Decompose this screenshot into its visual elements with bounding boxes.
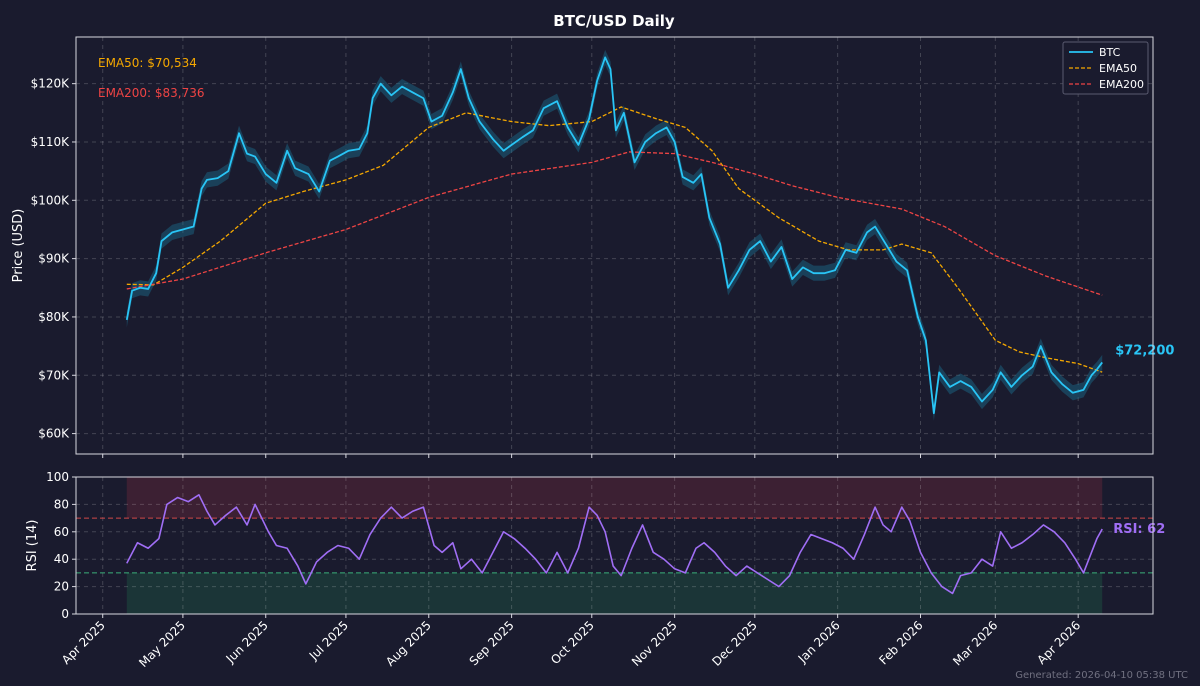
price-y-tick-label: $120K (31, 77, 71, 91)
price-y-tick-label: $60K (38, 427, 70, 441)
series-line-ema50 (126, 106, 1103, 373)
x-tick-label: Sep 2025 (467, 618, 517, 668)
rsi-y-tick-label: 0 (61, 607, 69, 621)
legend-label-btc: BTC (1099, 46, 1121, 59)
x-tick-label: Feb 2026 (876, 618, 925, 667)
ema50-annotation: EMA50: $70,534 (98, 56, 197, 70)
x-tick-label: Jul 2025 (306, 618, 351, 663)
series-line-rsi (126, 494, 1103, 595)
series-line-ema200 (126, 151, 1103, 296)
x-tick-label: Jan 2026 (795, 618, 843, 666)
x-tick-label: Aug 2025 (383, 618, 434, 669)
price-axes-frame (75, 36, 1154, 455)
x-tick-label: May 2025 (136, 618, 188, 670)
ema200-annotation: EMA200: $83,736 (98, 86, 205, 100)
x-tick-label: Apr 2025 (59, 618, 108, 667)
btc-volatility-band (126, 49, 1103, 421)
x-tick-label: Oct 2025 (548, 618, 597, 667)
chart-title: BTC/USD Daily (553, 12, 675, 30)
x-tick-label: Dec 2025 (709, 618, 760, 669)
series-line-btc (125, 56, 1103, 415)
legend-label-ema200: EMA200 (1099, 78, 1144, 91)
price-y-tick-label: $70K (38, 368, 70, 382)
x-tick-label: Apr 2026 (1034, 618, 1083, 667)
x-tick-label: Nov 2025 (629, 618, 680, 669)
price-y-tick-label: $110K (31, 135, 71, 149)
overbought-zone (126, 477, 1103, 519)
legend-label-ema50: EMA50 (1099, 62, 1137, 75)
rsi-y-tick-label: 60 (54, 525, 69, 539)
x-tick-label: Mar 2026 (950, 618, 1000, 668)
rsi-y-tick-label: 100 (46, 470, 69, 484)
oversold-zone (126, 572, 1103, 614)
price-y-tick-label: $80K (38, 310, 70, 324)
price-axis-title: Price (USD) (11, 209, 26, 283)
legend: BTC EMA50 EMA200 (1062, 41, 1149, 95)
price-panel: $60K $70K $80K $90K $100K $110K $120K Price (US… (11, 36, 1174, 458)
x-tick-label: Jun 2025 (223, 618, 271, 666)
rsi-panel: Apr 2025 May 2025 Jun 2025 Jul 2025 Aug 2025… (25, 470, 1165, 670)
price-y-tick-label: $90K (38, 252, 70, 266)
rsi-y-tick-label: 40 (54, 552, 69, 566)
last-price-label: $72,200 (1115, 343, 1174, 358)
rsi-axes-frame (75, 476, 1154, 615)
last-rsi-label: RSI: 62 (1113, 522, 1165, 537)
rsi-y-tick-label: 80 (54, 497, 69, 511)
generated-timestamp: Generated: 2026-04-10 05:38 UTC (1015, 670, 1188, 681)
rsi-y-tick-label: 20 (54, 580, 69, 594)
rsi-axis-title: RSI (14) (25, 520, 40, 572)
legend-frame (1062, 41, 1149, 95)
price-y-tick-label: $100K (31, 193, 71, 207)
